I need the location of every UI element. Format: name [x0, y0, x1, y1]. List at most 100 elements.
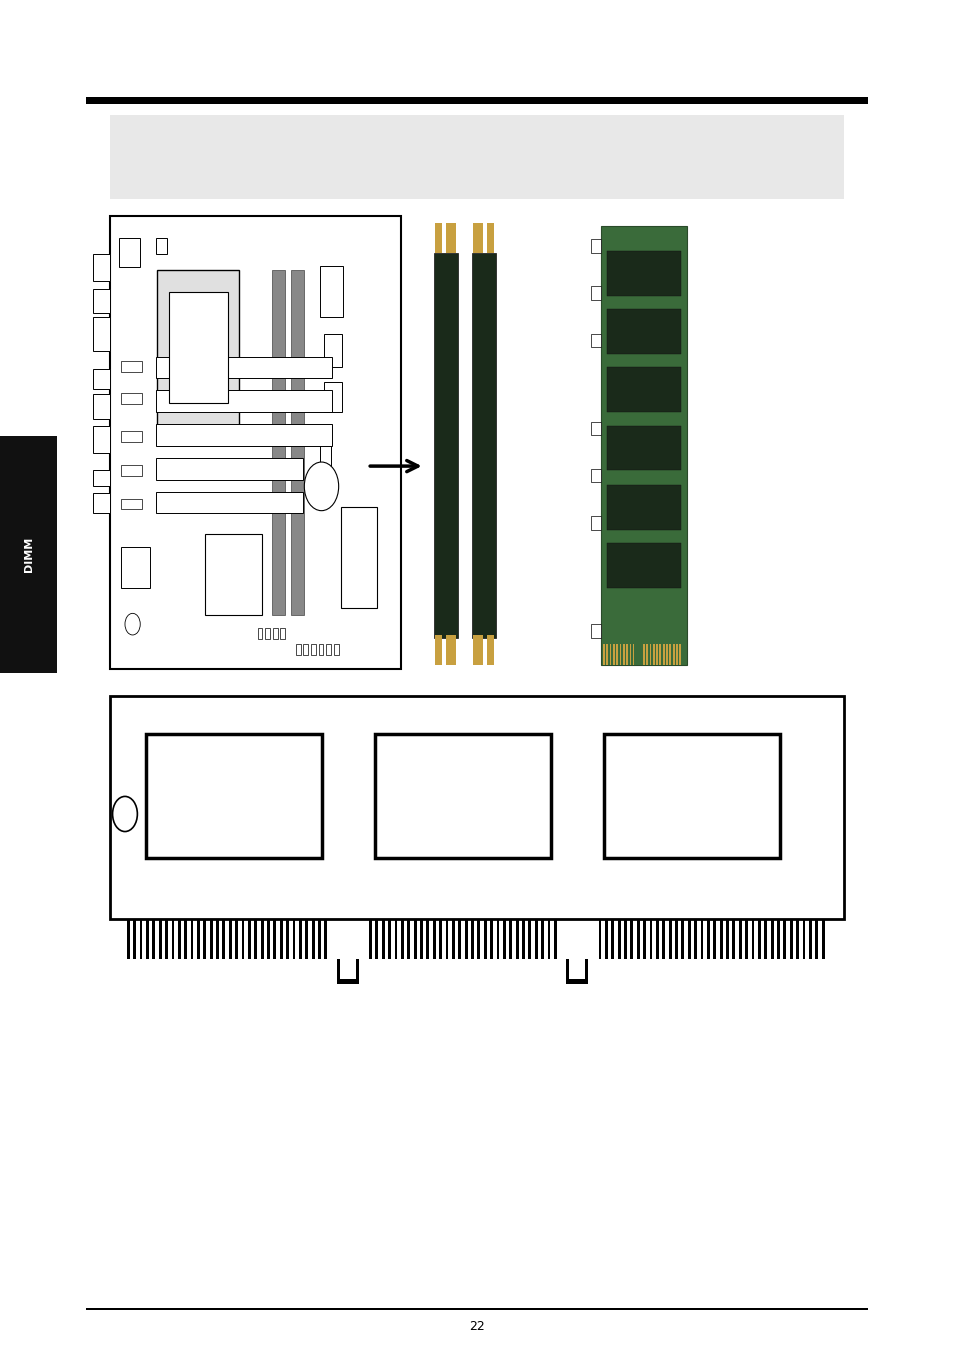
Bar [152, 919, 155, 959]
Bar [92, 426, 110, 453]
Bar [92, 317, 110, 351]
Bar [606, 251, 680, 296]
Bar [0, 436, 57, 673]
Circle shape [304, 462, 338, 511]
Bar [260, 919, 263, 959]
Bar [808, 919, 811, 959]
Bar [184, 919, 187, 959]
Bar [770, 919, 773, 959]
Bar [445, 919, 448, 959]
Bar [248, 919, 251, 959]
Bar [92, 369, 110, 389]
Bar [606, 543, 680, 588]
Bar [516, 919, 518, 959]
Bar [687, 919, 690, 959]
Bar [121, 499, 142, 509]
Bar [535, 919, 537, 959]
Bar [279, 919, 282, 959]
Bar [311, 644, 315, 655]
Bar [127, 919, 130, 959]
Bar [155, 492, 303, 513]
Bar [433, 919, 436, 959]
Bar [241, 919, 244, 959]
Bar [694, 919, 697, 959]
Bar [637, 919, 639, 959]
Bar [565, 959, 568, 984]
Bar [661, 919, 664, 959]
Bar [598, 919, 600, 959]
Bar [319, 266, 343, 317]
Bar [324, 334, 341, 367]
Bar [719, 919, 721, 959]
Bar [177, 919, 180, 959]
Bar [235, 919, 238, 959]
Bar [591, 624, 600, 638]
Bar [317, 919, 320, 959]
Bar [197, 919, 200, 959]
Bar [668, 919, 671, 959]
Bar [757, 919, 760, 959]
Bar [312, 919, 314, 959]
Bar [157, 270, 238, 426]
Bar [821, 919, 823, 959]
Bar [340, 507, 376, 608]
Bar [777, 919, 780, 959]
Bar [464, 919, 467, 959]
Bar [414, 919, 416, 959]
Bar [155, 390, 332, 412]
Bar [434, 253, 457, 638]
Bar [603, 734, 780, 858]
Bar [591, 239, 600, 253]
Bar [155, 357, 332, 378]
Bar [604, 919, 607, 959]
Bar [509, 919, 512, 959]
Bar [92, 493, 110, 513]
Bar [303, 644, 308, 655]
Bar [295, 644, 300, 655]
Bar [191, 919, 193, 959]
Bar [438, 919, 441, 959]
Bar [713, 919, 716, 959]
Bar [375, 919, 378, 959]
Bar [257, 628, 262, 639]
Bar [490, 919, 493, 959]
Bar [642, 919, 645, 959]
Bar [139, 919, 142, 959]
Bar [656, 919, 659, 959]
Bar [336, 959, 339, 984]
Bar [472, 253, 496, 638]
Bar [229, 919, 232, 959]
Bar [272, 270, 285, 615]
Bar [298, 919, 301, 959]
Bar [121, 393, 142, 404]
Bar [419, 919, 422, 959]
Bar [305, 919, 308, 959]
Bar [326, 644, 331, 655]
Bar [121, 361, 142, 372]
Bar [700, 919, 702, 959]
Bar [801, 919, 804, 959]
Bar [600, 226, 686, 665]
Bar [407, 919, 410, 959]
Bar [254, 919, 257, 959]
Bar [92, 289, 110, 313]
Circle shape [112, 796, 137, 831]
Bar [591, 286, 600, 300]
Bar [528, 919, 531, 959]
Bar [591, 516, 600, 530]
Bar [584, 959, 587, 984]
Bar [369, 919, 372, 959]
Bar [400, 919, 403, 959]
Bar [606, 367, 680, 412]
Bar [110, 696, 843, 701]
Bar [334, 644, 338, 655]
Bar [606, 426, 680, 470]
Bar [426, 919, 429, 959]
Bar [293, 919, 295, 959]
Bar [336, 979, 358, 984]
Bar [291, 270, 304, 615]
Bar [732, 919, 735, 959]
Bar [146, 919, 149, 959]
Bar [267, 919, 270, 959]
Bar [457, 919, 460, 959]
